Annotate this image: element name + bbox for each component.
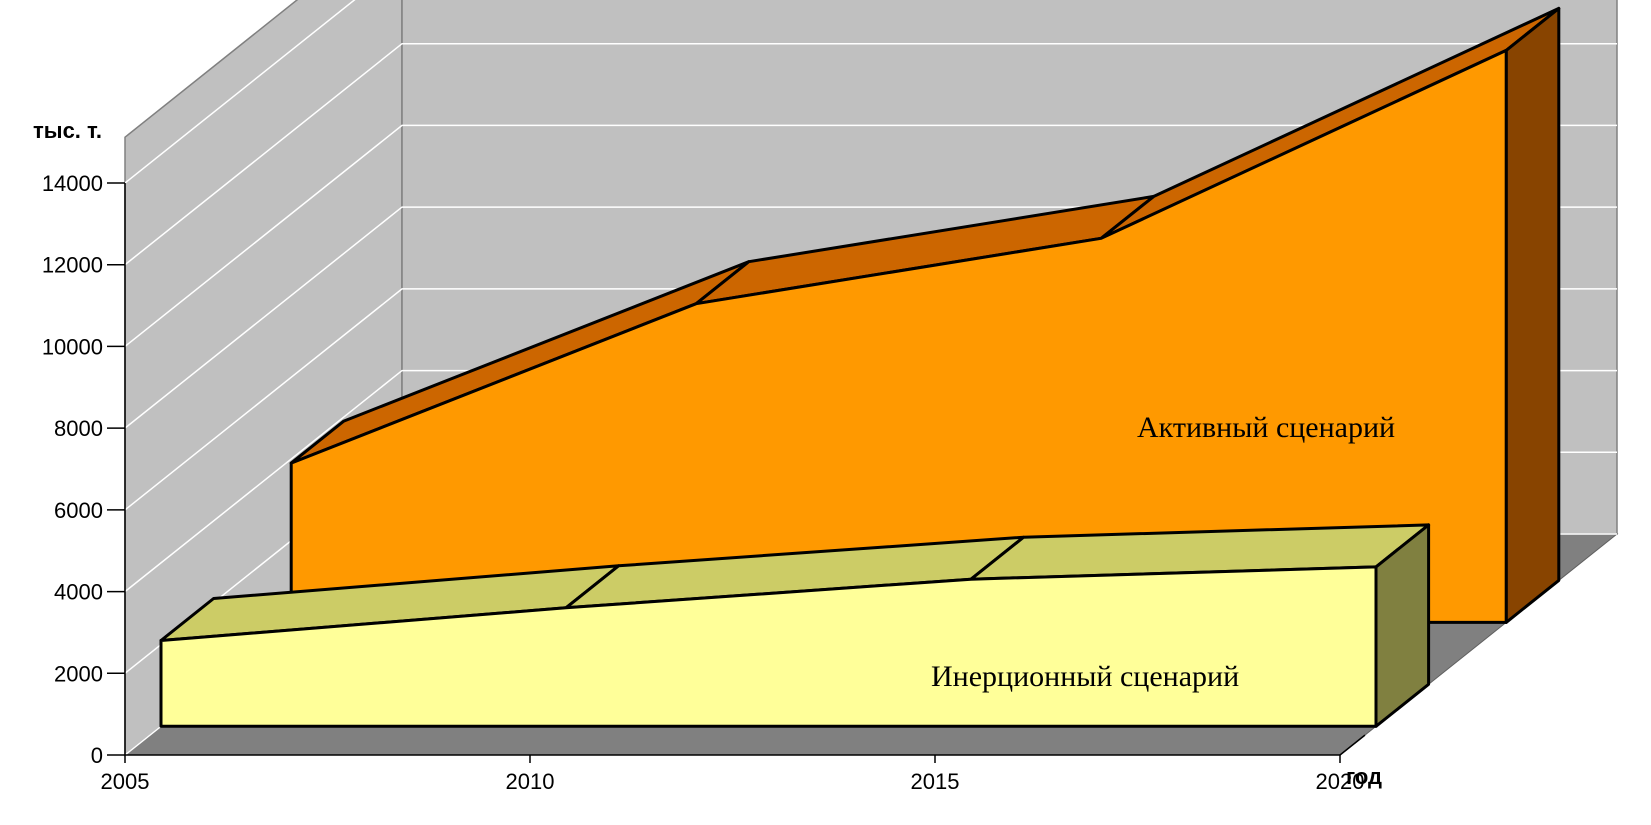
y-tick-label-0: 0: [91, 743, 103, 768]
x-tick-label-2020: 2020: [1316, 769, 1365, 794]
series-active-side-face: [1504, 6, 1561, 624]
series-label-active: Активный сценарий: [1137, 411, 1395, 444]
y-tick-label-8000: 8000: [54, 416, 103, 441]
y-tick-label-4000: 4000: [54, 580, 103, 605]
x-tick-label-2005: 2005: [101, 769, 150, 794]
gridline-14000: [124, 0, 356, 184]
series-inertial-front-face: [159, 565, 1378, 728]
y-tick-label-10000: 10000: [42, 334, 103, 359]
gridline-12000: [124, 42, 1617, 266]
series-active-front-face: [289, 48, 1508, 624]
y-tick-label-14000: 14000: [42, 171, 103, 196]
y-axis-title: тыс. т.: [33, 118, 102, 143]
series-layer: [159, 6, 1561, 728]
gridline-10000: [124, 124, 1617, 347]
x-axis-title: год: [1346, 764, 1382, 789]
y-tick-label-6000: 6000: [54, 498, 103, 523]
x-tick-label-2010: 2010: [506, 769, 555, 794]
y-tick-label-12000: 12000: [42, 253, 103, 278]
x-tick-label-2015: 2015: [911, 769, 960, 794]
y-tick-label-2000: 2000: [54, 661, 103, 686]
axes: 0 2000 4000 6000 8000 10000 12000 14000 2005 2010…: [42, 171, 1366, 794]
series-label-inertial: Инерционный сценарий: [931, 660, 1239, 693]
depth-axis-line: [1339, 734, 1366, 756]
